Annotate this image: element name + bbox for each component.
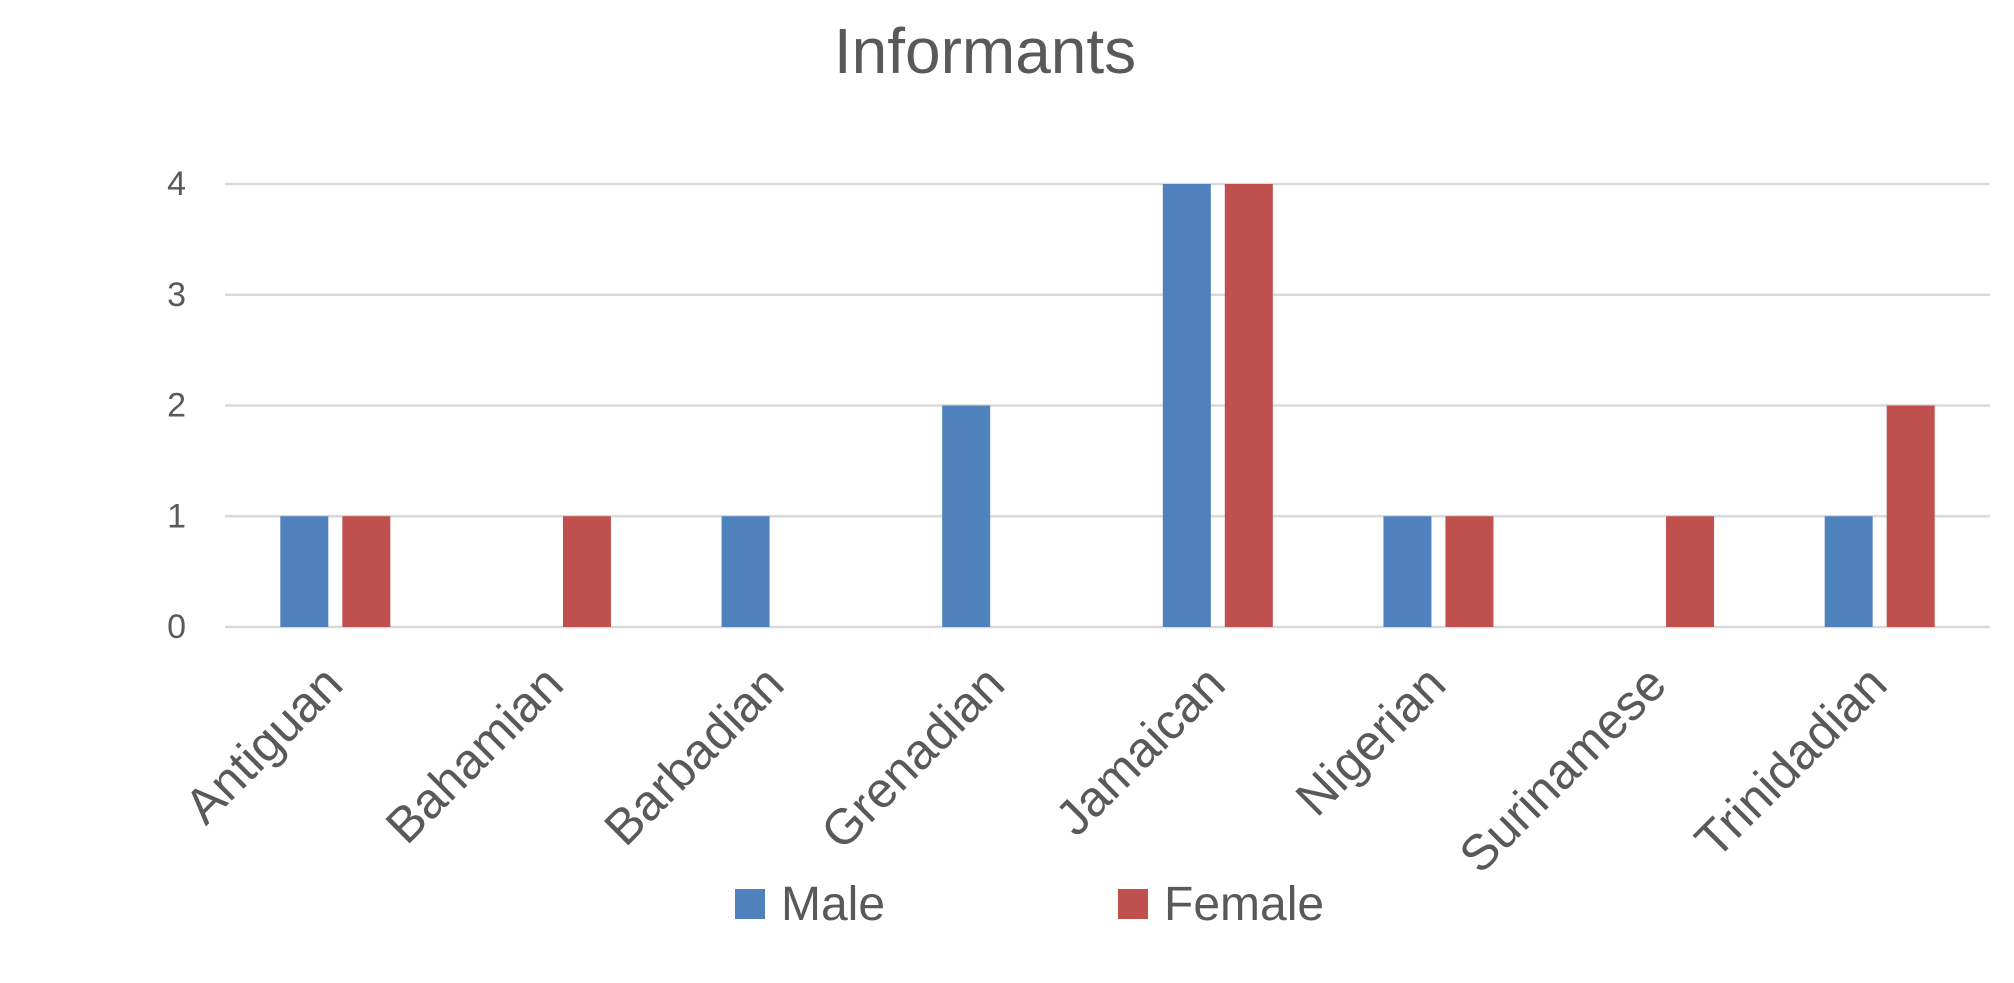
- x-tick-label: Nigerian: [1285, 655, 1456, 826]
- x-tick-label: Antiguan: [174, 655, 353, 834]
- bar-male: [1162, 184, 1211, 627]
- bar-female: [342, 516, 391, 627]
- bar-female: [1666, 516, 1715, 627]
- chart-title: Informants: [833, 15, 1137, 87]
- legend-swatch: [735, 889, 765, 919]
- bar-male: [1824, 516, 1873, 627]
- y-tick-label: 3: [167, 276, 186, 314]
- y-tick-label: 2: [167, 387, 186, 425]
- x-tick-label: Bahamian: [375, 655, 574, 854]
- bar-female: [1886, 405, 1935, 627]
- x-tick-label: Grenadian: [810, 655, 1015, 860]
- x-tick-label: Jamaican: [1045, 655, 1236, 846]
- bar-male: [1383, 516, 1432, 627]
- y-tick-label: 0: [167, 608, 186, 646]
- legend-label: Female: [1164, 878, 1324, 931]
- bar-female: [1445, 516, 1494, 627]
- bar-female: [562, 516, 611, 627]
- x-tick-label: Surinamese: [1449, 655, 1677, 883]
- legend-label: Male: [781, 878, 885, 931]
- bar-male: [942, 405, 991, 627]
- x-tick-label: Trinidadian: [1684, 655, 1897, 868]
- legend-swatch: [1118, 889, 1148, 919]
- x-tick-label: Barbadian: [594, 655, 795, 856]
- bar-male: [721, 516, 770, 627]
- bar-male: [280, 516, 329, 627]
- bar-female: [1224, 184, 1273, 627]
- y-tick-label: 1: [167, 497, 186, 535]
- y-tick-label: 4: [167, 165, 186, 203]
